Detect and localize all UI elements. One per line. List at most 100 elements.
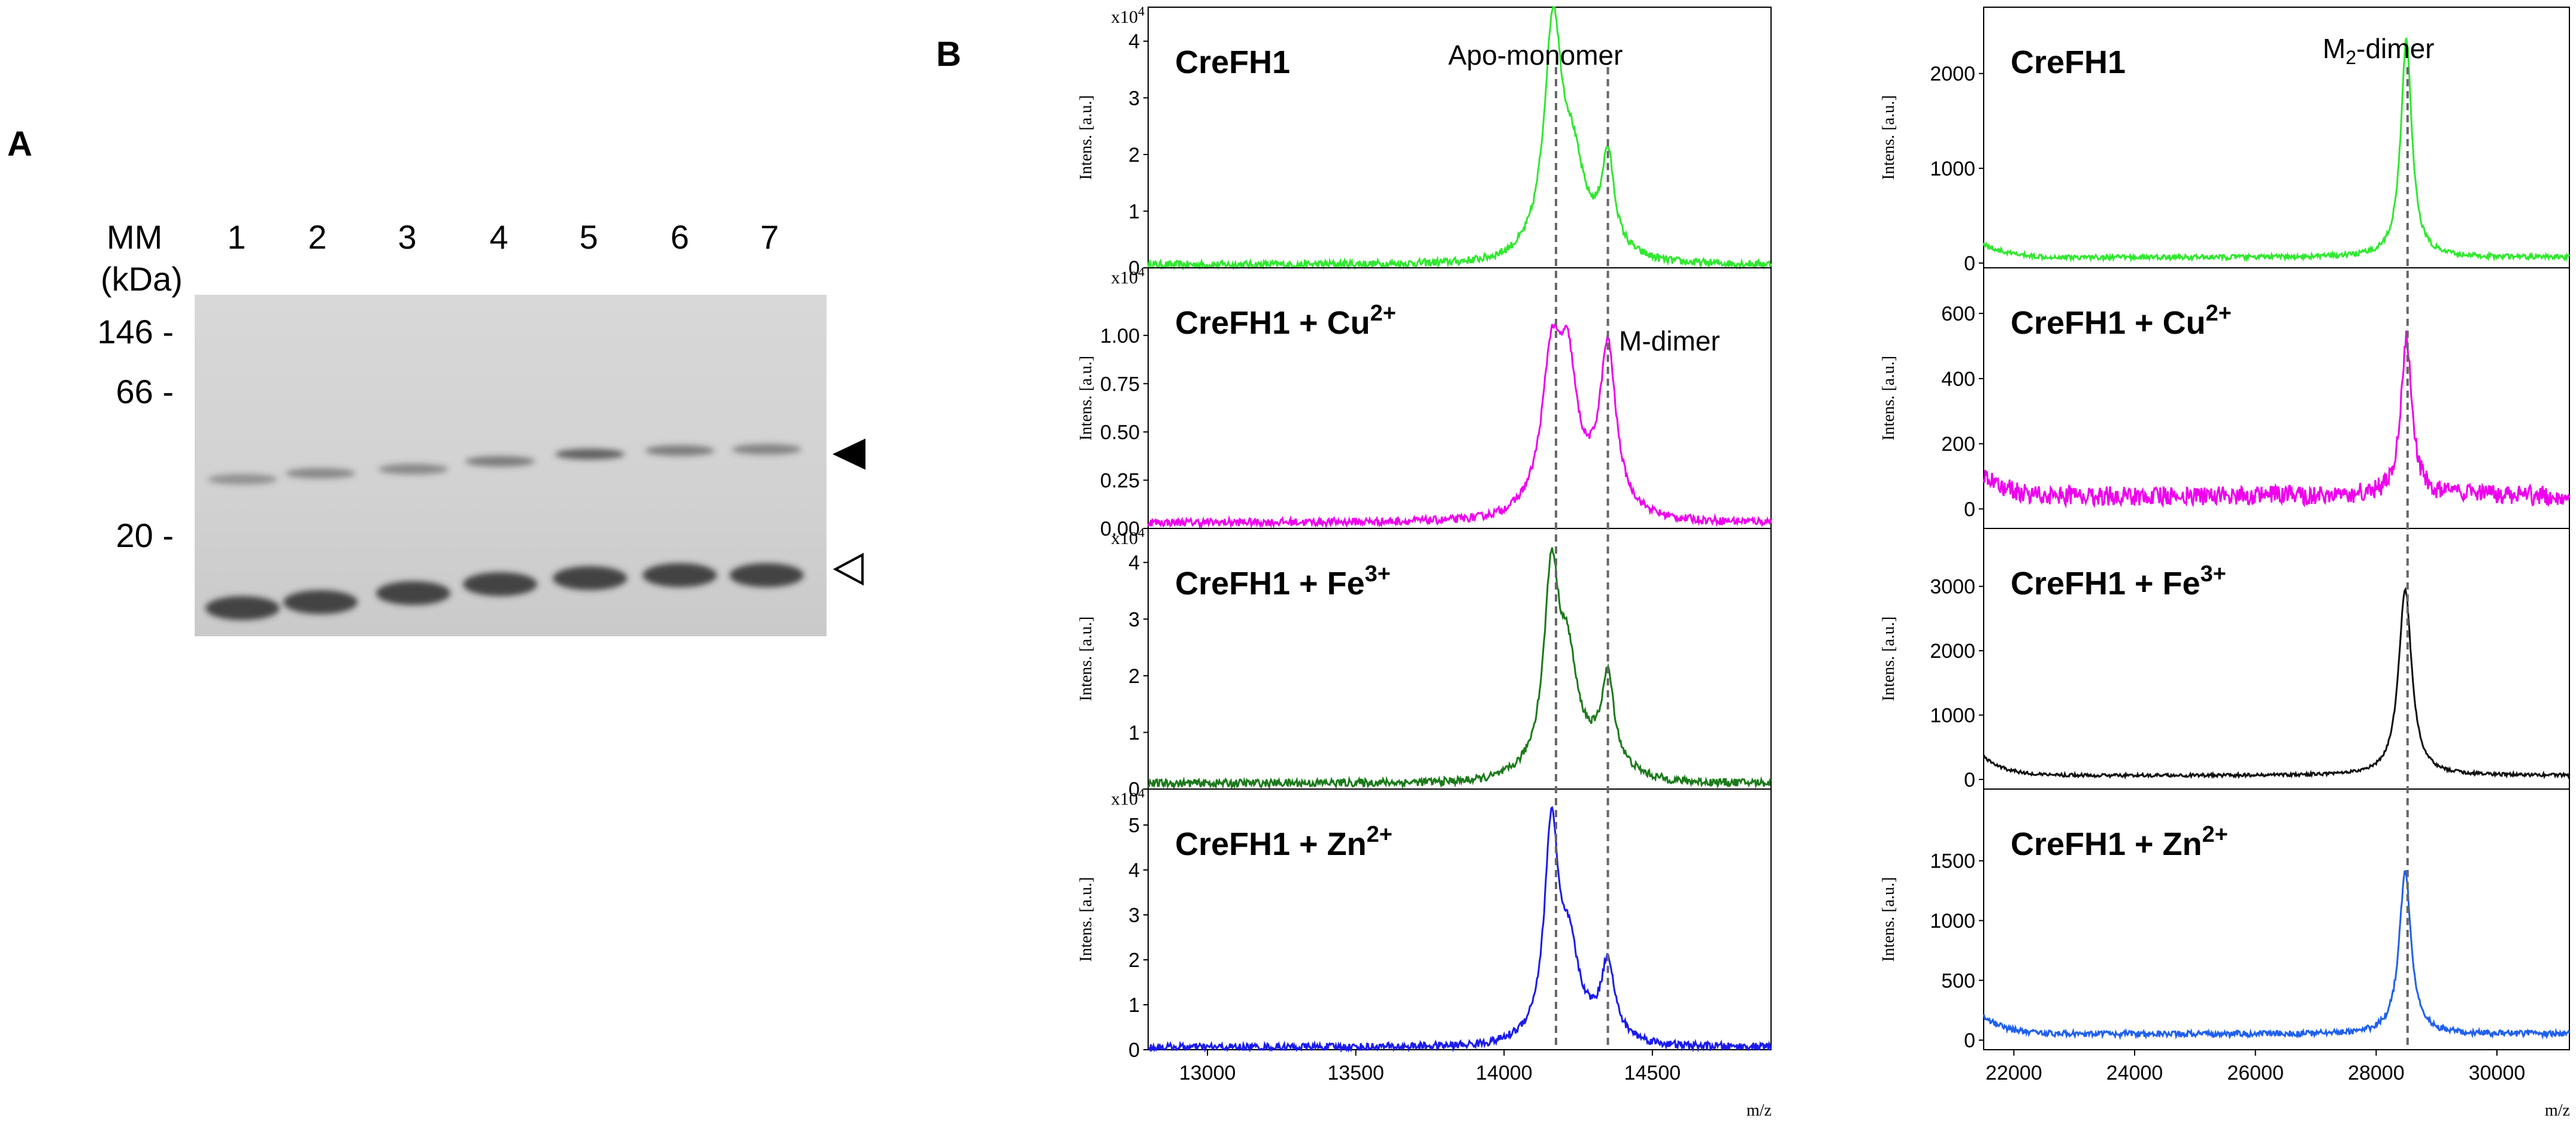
gel-lower-band	[553, 566, 627, 590]
spectrum-title: CreFH1 + Zn2+	[1175, 822, 1393, 862]
gel-upper-band	[379, 464, 448, 475]
spectrum-title: CreFH1 + Cu2+	[2011, 301, 2232, 341]
marker-20: 20 -	[116, 516, 174, 554]
y-tick-label: 200	[1941, 433, 1975, 456]
spectrum-trace	[1982, 38, 2571, 263]
gel-lower-band	[283, 590, 358, 614]
lane-label-6: 6	[670, 218, 689, 256]
y-tick-label: 1000	[1930, 158, 1975, 180]
y-tick-label: 4	[1128, 31, 1140, 53]
y-tick-label: 3	[1128, 904, 1140, 927]
plot-frame	[1983, 788, 2570, 1050]
y-axis-label: Intens. [a.u.]	[1077, 617, 1095, 702]
y-exponent-label: x104	[1111, 4, 1145, 27]
lane-label-2: 2	[308, 218, 326, 256]
y-tick-label: 1000	[1930, 704, 1975, 727]
y-tick-label: 600	[1941, 303, 1975, 325]
y-tick-label: 1.00	[1100, 325, 1140, 348]
gel-lower-band	[205, 596, 280, 620]
y-tick-label: 2	[1128, 144, 1140, 167]
apo-monomer-label: Apo-monomer	[1448, 40, 1623, 71]
gel-lower-band	[463, 572, 537, 596]
spectrum-trace	[1147, 322, 1772, 530]
x-tick-label: 26000	[2227, 1062, 2284, 1084]
plot-frame	[1148, 788, 1772, 1050]
gel-upper-band	[555, 449, 625, 460]
x-tick-label: 28000	[2348, 1062, 2405, 1084]
y-tick-label: 500	[1941, 969, 1975, 992]
y-tick-label: 2	[1128, 665, 1140, 688]
y-exponent-label: x104	[1111, 785, 1145, 809]
y-exponent-label: x104	[1111, 525, 1145, 548]
y-tick-label: 0	[1964, 252, 1975, 275]
x-tick-label: 30000	[2469, 1062, 2526, 1084]
gel-upper-band	[208, 474, 277, 485]
x-axis-label: m/z	[1746, 1101, 1772, 1120]
mm-label: MM	[107, 218, 162, 256]
spectrum-title: CreFH1 + Cu2+	[1175, 301, 1396, 341]
lane-label-7: 7	[760, 218, 779, 256]
y-tick-label: 2000	[1930, 63, 1975, 86]
y-axis-label: Intens. [a.u.]	[1077, 95, 1095, 180]
mass-spec-monomer-region: 0 1 2 3 4 x104 Intens. [a.u.] CreFH1 0.00 0.25 0.5…	[1077, 4, 1772, 1120]
y-tick-label: 1	[1128, 200, 1140, 223]
y-tick-label: 0.00	[1100, 518, 1140, 540]
y-axis-label: Intens. [a.u.]	[1879, 617, 1898, 702]
spectrum-trace	[1148, 806, 1772, 1053]
y-tick-label: 0	[1964, 498, 1975, 521]
y-axis-label: Intens. [a.u.]	[1077, 877, 1095, 962]
y-tick-label: 1	[1128, 994, 1140, 1017]
y-tick-label: 0.25	[1100, 469, 1140, 492]
y-tick-label: 4	[1128, 552, 1140, 575]
lane-label-5: 5	[579, 218, 598, 256]
y-exponent-label: x104	[1111, 264, 1145, 288]
spectrum-title: CreFH1 + Fe3+	[2011, 561, 2226, 602]
panel-a-gel: A MM (kDa) 1 2 3 4 5 6 7 146 - 66 - 20 -	[7, 125, 865, 636]
x-tick-label: 24000	[2106, 1062, 2163, 1084]
y-tick-label: 3	[1128, 87, 1140, 110]
m2-dimer-label: M2-dimer	[2323, 33, 2434, 68]
x-axis-label: m/z	[2545, 1101, 2570, 1120]
spectrum-trace	[1982, 869, 2571, 1041]
marker-146: 146 -	[97, 313, 174, 350]
spectrum-title: CreFH1 + Fe3+	[1175, 561, 1391, 602]
y-tick-label: 2000	[1930, 640, 1975, 663]
gel-upper-band	[645, 445, 715, 456]
gel-lower-band	[376, 581, 450, 605]
y-axis-label: Intens. [a.u.]	[1879, 877, 1898, 962]
spectrum-title: CreFH1	[2011, 44, 2126, 80]
y-tick-label: 1000	[1930, 910, 1975, 932]
y-tick-label: 0.75	[1100, 373, 1140, 395]
y-tick-label: 400	[1941, 368, 1975, 391]
spectrum-title: CreFH1 + Zn2+	[2011, 822, 2228, 862]
spectrum-trace	[1982, 330, 2571, 509]
monomer-open-arrow-icon	[833, 552, 864, 586]
lane-label-1: 1	[227, 218, 246, 256]
y-tick-label: 3	[1128, 608, 1140, 631]
gel-lower-band	[643, 563, 717, 587]
m-dimer-label: M-dimer	[1619, 325, 1720, 356]
spectrum-trace	[1147, 5, 1772, 271]
y-tick-label: 0	[1964, 1029, 1975, 1052]
gel-lower-band	[729, 563, 804, 587]
gel-upper-band	[286, 468, 355, 479]
gel-upper-band	[465, 456, 535, 467]
x-tick-label: 13000	[1179, 1062, 1236, 1084]
lane-label-3: 3	[398, 218, 416, 256]
y-axis-label: Intens. [a.u.]	[1879, 356, 1898, 441]
gel-upper-band	[732, 444, 801, 455]
y-tick-label: 2	[1128, 949, 1140, 972]
x-tick-label: 14500	[1624, 1062, 1681, 1084]
y-tick-label: 0	[1128, 257, 1140, 280]
x-tick-label: 14000	[1476, 1062, 1533, 1084]
y-axis-label: Intens. [a.u.]	[1077, 356, 1095, 441]
y-tick-label: 4	[1128, 859, 1140, 882]
x-tick-label: 22000	[1985, 1062, 2042, 1084]
y-tick-label: 0	[1128, 778, 1140, 801]
y-tick-label: 0.50	[1100, 421, 1140, 444]
y-tick-label: 0	[1128, 1039, 1140, 1062]
mass-spec-dimer-region: 0 1000 2000 Intens. [a.u.] CreFH1 0 200 400 600 I…	[1879, 7, 2571, 1120]
x-tick-label: 13500	[1327, 1062, 1384, 1084]
lane-label-4: 4	[489, 218, 508, 256]
